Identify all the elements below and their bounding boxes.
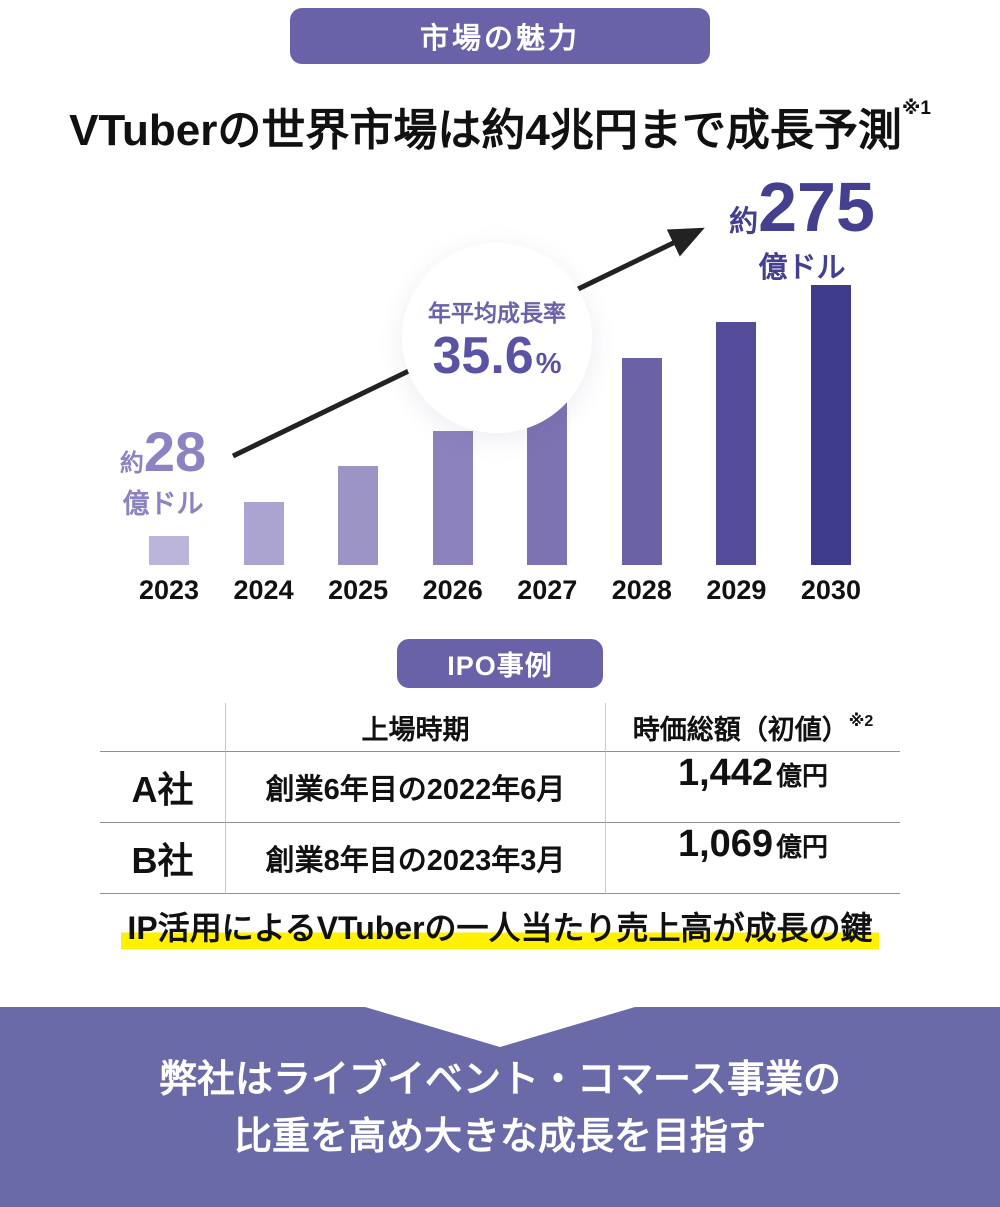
section-badge-ipo: IPO事例: [397, 639, 603, 688]
bar: [338, 466, 379, 565]
table-header-cap: 時価総額（初値） ※2: [605, 703, 900, 752]
bar-column: 2030: [787, 285, 875, 606]
bar: [810, 285, 851, 565]
footnote-marker-2: ※2: [848, 713, 874, 730]
cagr-value: 35.6: [432, 327, 534, 385]
bar-year-label: 2028: [611, 575, 672, 605]
table-header-empty: [100, 703, 225, 752]
key-message: IP活用によるVTuberの一人当たり売上高が成長の鍵: [0, 903, 1000, 949]
table-row-a-cap-value: 1,442: [677, 752, 774, 794]
page-title-text: VTuberの世界市場は約4兆円まで成長予測: [69, 106, 902, 155]
table-row-b-listing: 創業8年目の2023年3月: [225, 823, 605, 894]
table-header-listing: 上場時期: [225, 703, 605, 752]
bar-year-label: 2027: [517, 575, 578, 605]
cagr-label: 年平均成長率: [428, 300, 566, 326]
bar-column: 2028: [598, 358, 686, 606]
bar-year-label: 2024: [233, 575, 294, 605]
bar-year-label: 2025: [328, 575, 389, 605]
start-approx-prefix: 約: [119, 450, 144, 477]
footnote-marker-1: ※1: [901, 98, 931, 119]
end-unit: 億ドル: [758, 252, 846, 284]
bar-chart: 2023 2024 2025 2026 2027 2028 2029 2030: [125, 285, 875, 606]
section-badge-market-appeal: 市場の魅力: [290, 8, 710, 64]
table-header-cap-text: 時価総額（初値）: [632, 714, 849, 745]
bar-column: 2025: [314, 466, 402, 606]
bar-year-label: 2023: [138, 575, 200, 605]
end-value-row: 約 275: [708, 172, 896, 242]
cagr-value-row: 35.6 %: [432, 330, 561, 382]
ipo-table: 上場時期 時価総額（初値） ※2 A社 創業6年目の2022年6月 1,442 億…: [100, 703, 900, 894]
footer-message: 弊社はライブイベント・コマース事業の 比重を高め大きな成長を目指す: [0, 1052, 1000, 1166]
footer-notch: [365, 1007, 635, 1047]
table-row-a-cap: 1,442 億円: [605, 752, 900, 823]
bar: [149, 536, 189, 565]
bar-column: 2029: [692, 322, 780, 606]
table-row-b-cap-unit: 億円: [776, 832, 829, 862]
chart-start-annotation: 約 28 億ドル: [92, 424, 234, 521]
bar-year-label: 2029: [706, 575, 767, 605]
chart-end-annotation: 約 275 億ドル: [708, 172, 896, 286]
start-value: 28: [143, 420, 207, 483]
start-unit: 億ドル: [122, 489, 204, 519]
bar: [243, 502, 284, 565]
page-title: VTuberの世界市場は約4兆円まで成長予測※1: [0, 94, 1000, 158]
key-message-text: IP活用によるVTuberの一人当たり売上高が成長の鍵: [121, 910, 879, 949]
bar: [621, 358, 662, 565]
cagr-badge: 年平均成長率 35.6 %: [402, 243, 592, 433]
table-row-a-cap-unit: 億円: [776, 761, 829, 791]
footer-message-line1: 弊社はライブイベント・コマース事業の: [158, 1059, 842, 1101]
end-value: 275: [758, 168, 875, 246]
table-row-b-cap: 1,069 億円: [605, 823, 900, 894]
cagr-percent-sign: %: [535, 348, 562, 380]
bar: [432, 431, 473, 565]
table-row-a-company: A社: [100, 752, 225, 823]
table-row-b-cap-value: 1,069: [677, 823, 774, 865]
table-row-a-listing: 創業6年目の2022年6月: [225, 752, 605, 823]
bar-year-label: 2030: [800, 575, 861, 605]
bar-year-label: 2026: [422, 575, 483, 605]
bar-column: 2024: [220, 502, 308, 606]
table-row-b-company: B社: [100, 823, 225, 894]
bar: [716, 322, 757, 565]
bar-column: 2023: [125, 536, 213, 606]
footer-message-line2: 比重を高め大きな成長を目指す: [233, 1116, 766, 1158]
start-value-row: 約 28: [92, 424, 234, 480]
bar-column: 2026: [409, 431, 497, 606]
end-approx-prefix: 約: [729, 206, 759, 238]
bar-chart-bars: 2023 2024 2025 2026 2027 2028 2029 2030: [125, 285, 875, 606]
